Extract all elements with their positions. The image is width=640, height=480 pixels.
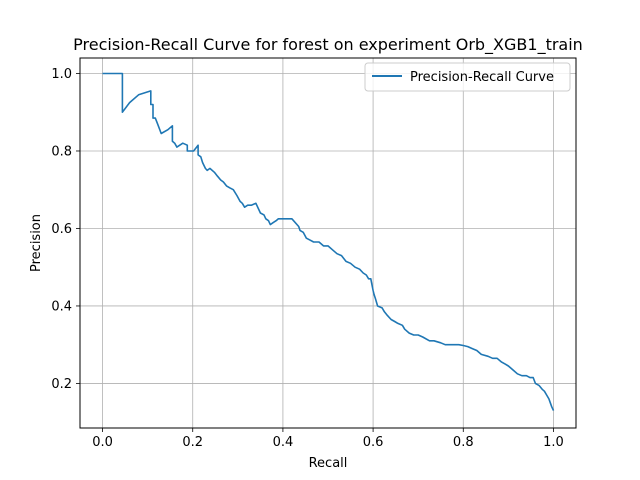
- y-tick-label: 0.2: [51, 377, 72, 392]
- y-tick-label: 1.0: [51, 67, 72, 82]
- plot-frame: [79, 57, 577, 429]
- legend: Precision-Recall Curve: [364, 62, 571, 92]
- y-axis-label: Precision: [29, 214, 44, 272]
- series-layer: [102, 72, 555, 411]
- axis-ticks: 0.0 0.2 0.4 0.6 0.8 1.0 0.2 0.4 0.6 0.8 1.0: [51, 67, 563, 450]
- x-tick-label: 0.4: [273, 435, 294, 450]
- legend-box: [364, 62, 571, 92]
- x-tick-label: 1.0: [543, 435, 564, 450]
- legend-entry-label: Precision-Recall Curve: [410, 70, 554, 85]
- series-line-precision-recall: [102, 72, 555, 411]
- y-tick-label: 0.6: [51, 222, 72, 237]
- x-tick-label: 0.6: [363, 435, 384, 450]
- x-tick-label: 0.0: [92, 435, 113, 450]
- x-tick-label: 0.8: [453, 435, 474, 450]
- x-axis-label: Recall: [309, 456, 348, 471]
- chart-title: Precision-Recall Curve for forest on exp…: [73, 35, 583, 55]
- y-tick-label: 0.4: [51, 299, 72, 314]
- x-tick-label: 0.2: [182, 435, 203, 450]
- y-tick-label: 0.8: [51, 144, 72, 159]
